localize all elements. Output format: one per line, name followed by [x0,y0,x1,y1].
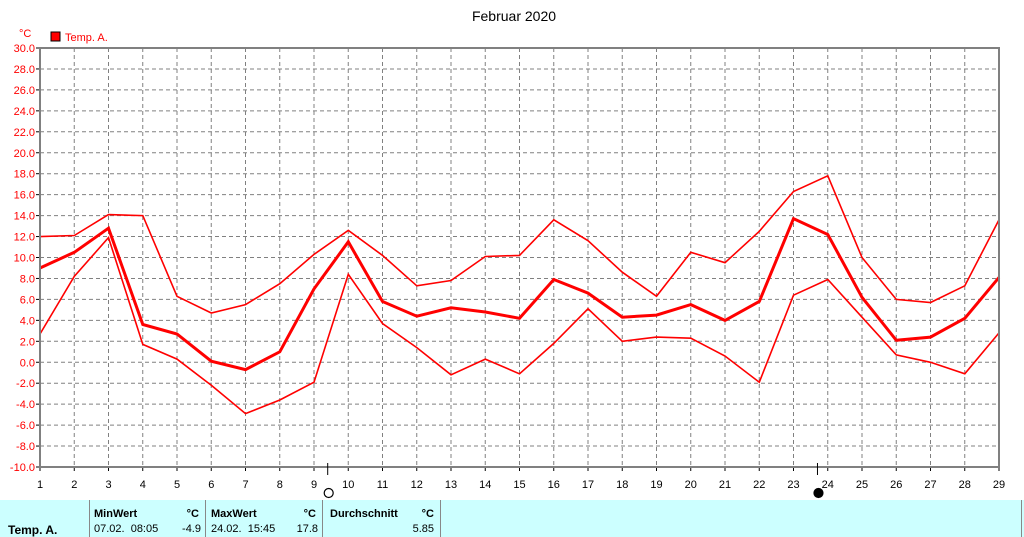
x-tick-label: 19 [650,479,662,491]
min-value: -4.9 [182,523,201,535]
y-tick-label: 8.0 [20,273,35,285]
x-tick-label: 8 [277,479,283,491]
y-tick-label: 6.0 [20,294,35,306]
y-tick-label: 28.0 [14,64,35,76]
y-tick-label: 22.0 [14,127,35,139]
series-line [39,236,1000,415]
stats-min-col: MinWert °C 07.02. 08:05 -4.9 [89,500,206,537]
y-tick-label: 20.0 [14,148,35,160]
y-axis-unit: °C [19,28,31,40]
x-tick-label: 21 [719,479,731,491]
y-tick-label: 24.0 [14,106,35,118]
x-tick-label: 4 [140,479,146,491]
chart-title: Februar 2020 [472,8,556,24]
y-tick-label: -2.0 [16,378,35,390]
min-unit: °C [186,508,199,520]
x-axis: 1 2 3 4 5 6 7 8 9 10 11 12 13 14 15 16 17 18 19 20 21 22 23 24 2… [37,467,1005,491]
x-tick-label: 26 [890,479,902,491]
stats-avg-col: Durchschnitt °C 5.85 [323,500,441,537]
avg-unit: °C [421,508,434,520]
legend-label: Temp. A. [65,32,108,44]
min-datetime: 07.02. 08:05 [94,523,159,535]
extreme-markers [323,463,824,499]
y-tick-label: 10.0 [14,253,35,265]
x-tick-label: 24 [822,479,834,491]
y-tick-label: -6.0 [16,420,35,432]
x-tick-label: 22 [753,479,765,491]
stats-series-col: Temp. A. [0,500,90,537]
x-tick-label: 27 [924,479,936,491]
y-tick-label: 4.0 [20,315,35,327]
min-marker-icon [323,487,334,499]
avg-header: Durchschnitt [330,508,398,520]
x-tick-label: 5 [174,479,180,491]
y-tick-label: 18.0 [14,169,35,181]
stats-max-col: MaxWert °C 24.02. 15:45 17.8 [206,500,323,537]
stats-series-label: Temp. A. [8,523,58,537]
y-tick-label: -10.0 [10,462,35,474]
x-tick-label: 23 [787,479,799,491]
x-tick-label: 13 [445,479,457,491]
x-tick-label: 12 [411,479,423,491]
y-axis: 30.0 28.0 26.0 24.0 22.0 20.0 18.0 16.0 14.0 12.0… [10,43,40,474]
x-tick-label: 29 [993,479,1005,491]
grid [40,48,999,467]
x-tick-label: 17 [582,479,594,491]
avg-value: 5.85 [412,523,434,535]
x-tick-label: 9 [311,479,317,491]
y-tick-label: 16.0 [14,190,35,202]
max-datetime: 24.02. 15:45 [211,523,276,535]
x-tick-label: 20 [685,479,697,491]
legend-swatch [50,31,61,42]
min-header: MinWert [94,508,138,520]
x-tick-label: 2 [71,479,77,491]
y-tick-label: 30.0 [14,43,35,55]
y-tick-label: 14.0 [14,211,35,223]
x-tick-label: 3 [105,479,111,491]
y-tick-label: 12.0 [14,232,35,244]
series-line [39,216,1001,372]
plot-frame [39,47,1000,468]
x-tick-label: 10 [342,479,354,491]
x-tick-label: 18 [616,479,628,491]
statistics-panel: Temp. A. MinWert °C 07.02. 08:05 -4.9 Ma… [0,500,1024,537]
series-line [39,174,1000,314]
max-marker-icon [813,487,824,499]
max-header: MaxWert [211,508,257,520]
y-tick-label: 0.0 [20,357,35,369]
x-tick-label: 25 [856,479,868,491]
x-tick-label: 6 [208,479,214,491]
y-tick-label: 26.0 [14,85,35,97]
x-tick-label: 7 [242,479,248,491]
series-lines [39,174,1001,415]
x-tick-label: 28 [959,479,971,491]
temperature-chart: Februar 2020 °C Temp. A. 30.028.026.024.… [10,8,1005,499]
x-tick-label: 11 [377,479,388,491]
x-tick-label: 14 [479,479,491,491]
max-unit: °C [303,508,316,520]
x-tick-label: 15 [513,479,525,491]
max-value: 17.8 [296,523,318,535]
y-tick-label: -8.0 [16,441,35,453]
x-tick-label: 16 [548,479,560,491]
x-tick-label: 1 [37,479,43,491]
y-tick-label: 2.0 [20,336,35,348]
stats-right-border [1021,500,1022,537]
y-tick-label: -4.0 [16,399,35,411]
